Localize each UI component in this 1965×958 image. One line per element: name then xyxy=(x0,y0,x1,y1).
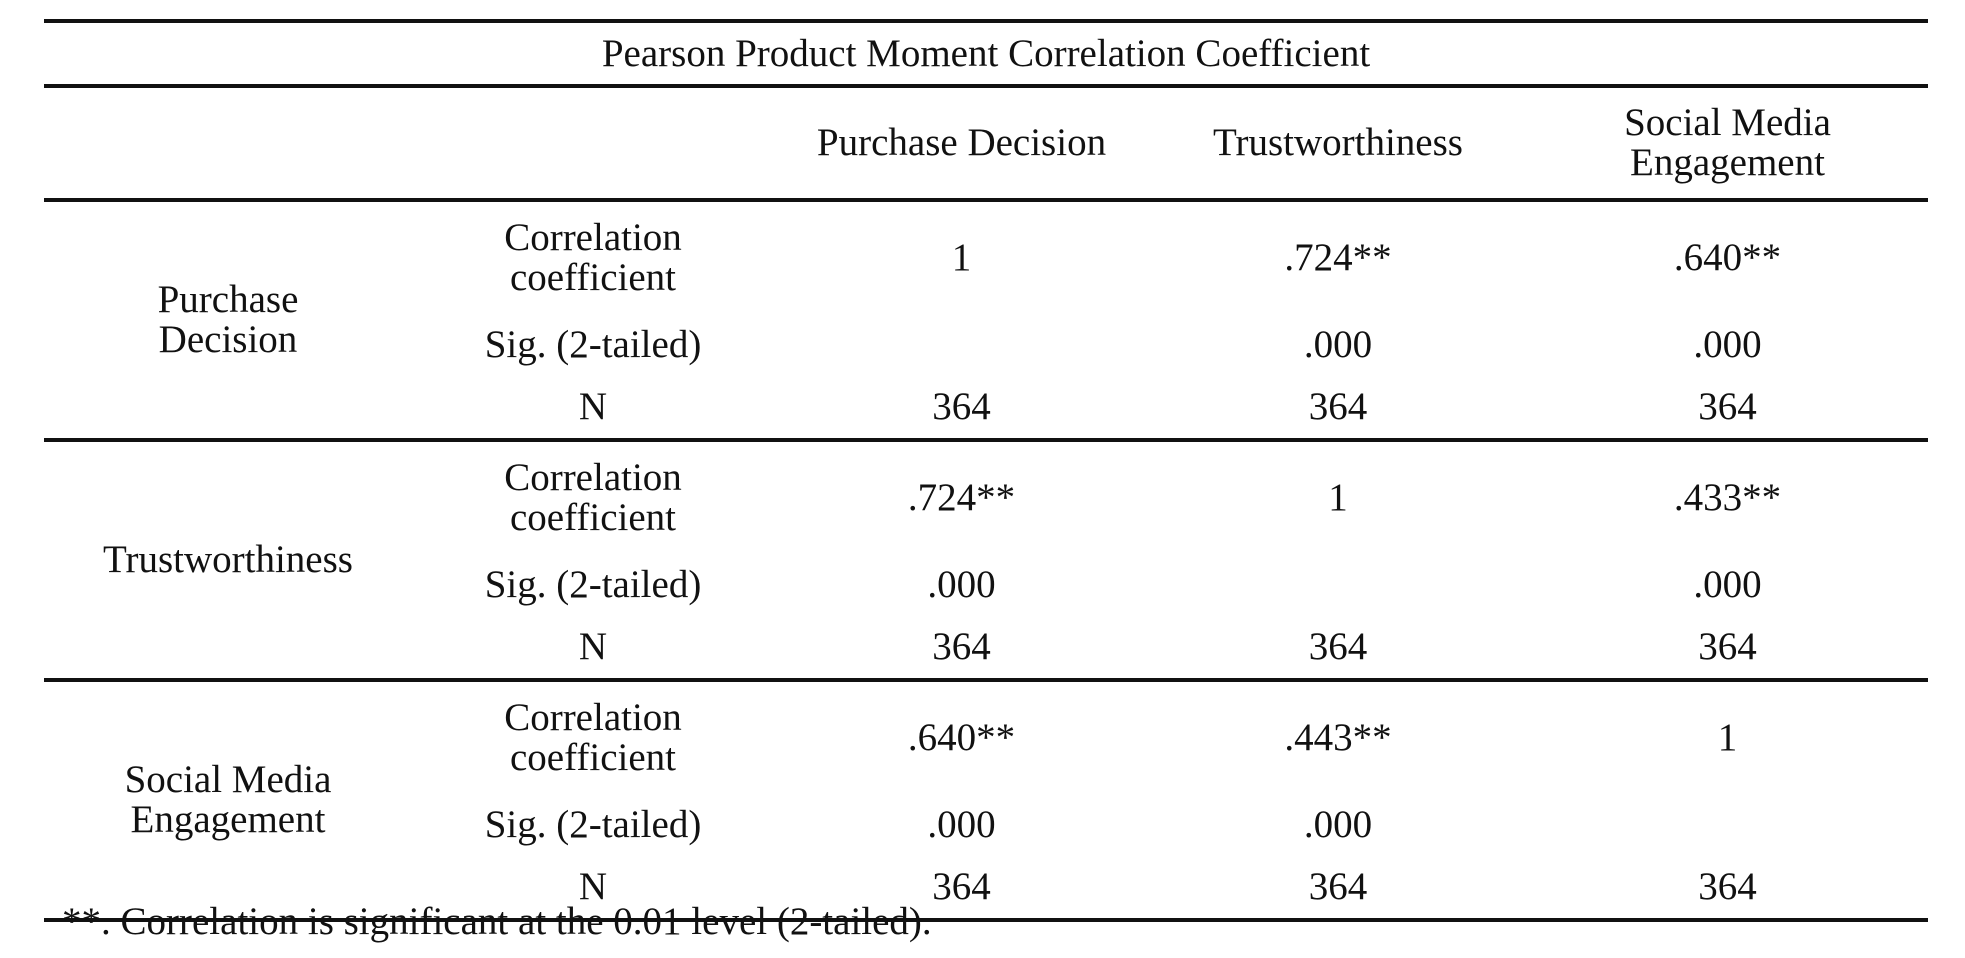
table-cell xyxy=(1527,794,1928,856)
column-header: Social Media Engagement xyxy=(1527,86,1929,202)
table-cell: .000 xyxy=(1303,323,1373,366)
variable-line: Purchase xyxy=(157,278,299,321)
table-cell xyxy=(774,314,1149,376)
column-header: Purchase Decision xyxy=(774,86,1149,202)
table-title: Pearson Product Moment Correlation Coeff… xyxy=(44,19,1929,88)
table-cell: 364 xyxy=(1149,376,1527,442)
statistic-label: N xyxy=(412,616,774,682)
table-cell: .433** xyxy=(1673,476,1782,519)
table-cell: .000 xyxy=(1693,323,1762,366)
table-cell: 364 xyxy=(1527,856,1929,922)
table-cell: .000 xyxy=(927,803,996,846)
statistic-label: N xyxy=(412,856,774,922)
statistic-label: Correlation coefficient xyxy=(412,200,774,314)
table-cell: .443** xyxy=(1284,716,1392,759)
row-variable: Social Media Engagement xyxy=(44,680,412,922)
table-row: Trustworthiness Correlation coefficient … xyxy=(44,440,1928,682)
table-cell: .000 xyxy=(1303,803,1373,846)
table-row: N 364 364 364 xyxy=(44,376,1929,442)
table-cell: 364 xyxy=(774,856,1149,922)
table-cell: 1 xyxy=(1328,476,1348,519)
table-row: N 364 364 364 xyxy=(44,616,1929,682)
stat-line: coefficient xyxy=(509,496,677,539)
table-cell: .640** xyxy=(907,716,1016,759)
table-cell: 1 xyxy=(951,236,972,279)
statistic-label: N xyxy=(412,376,774,442)
statistic-label: Sig. (2-tailed) xyxy=(484,803,702,846)
variable-line: Social Media xyxy=(124,758,332,801)
header-line: Trustworthiness xyxy=(1213,121,1463,164)
table-row: Sig. (2-tailed) .000 .000 xyxy=(44,314,1928,376)
header-line: Social Media xyxy=(1624,101,1831,144)
table-cell: .640** xyxy=(1673,236,1782,279)
correlation-table: Pearson Product Moment Correlation Coeff… xyxy=(44,19,1929,922)
table-footnote: **. Correlation is significant at the 0.… xyxy=(62,900,932,943)
table-row: Sig. (2-tailed) .000 .000 xyxy=(44,794,1928,856)
stat-line: coefficient xyxy=(509,736,677,779)
correlation-table-container: Pearson Product Moment Correlation Coeff… xyxy=(44,19,1929,922)
table-cell: .000 xyxy=(1693,563,1762,606)
table-cell: 364 xyxy=(1149,856,1527,922)
table-cell: 364 xyxy=(1527,376,1929,442)
stat-line: coefficient xyxy=(509,256,677,299)
column-header-row: Purchase Decision Trustworthiness Social… xyxy=(44,86,1929,202)
table-cell: .724** xyxy=(907,476,1016,519)
stat-line: Correlation xyxy=(504,696,682,739)
table-cell: 364 xyxy=(774,376,1149,442)
table-row: Sig. (2-tailed) .000 .000 xyxy=(44,554,1928,616)
variable-line: Trustworthiness xyxy=(103,538,353,581)
table-cell: .724** xyxy=(1284,236,1392,279)
statistic-label: Sig. (2-tailed) xyxy=(484,323,702,366)
variable-line: Engagement xyxy=(130,798,326,841)
header-line: Engagement xyxy=(1630,141,1825,184)
row-variable: Purchase Decision xyxy=(44,200,412,442)
statistic-label: Correlation coefficient xyxy=(412,440,774,554)
stat-line: Correlation xyxy=(504,216,682,259)
variable-line: Decision xyxy=(158,318,298,361)
row-variable: Trustworthiness xyxy=(44,440,412,682)
table-cell: 1 xyxy=(1717,716,1738,759)
statistic-label: Sig. (2-tailed) xyxy=(484,563,702,606)
table-cell: 364 xyxy=(1527,616,1929,682)
stat-line: Correlation xyxy=(504,456,682,499)
table-cell xyxy=(1149,554,1527,616)
column-header: Trustworthiness xyxy=(1149,86,1527,202)
header-line: Purchase Decision xyxy=(816,121,1107,164)
header-blank-variable xyxy=(44,86,412,202)
table-row: N 364 364 364 xyxy=(44,856,1929,922)
statistic-label: Correlation coefficient xyxy=(412,680,774,794)
table-cell: 364 xyxy=(1149,616,1527,682)
header-blank-statistic xyxy=(412,86,774,202)
table-row: Social Media Engagement Correlation coef… xyxy=(44,680,1928,922)
table-row: Purchase Decision Correlation coefficien… xyxy=(44,200,1928,442)
table-cell: 364 xyxy=(774,616,1149,682)
table-cell: .000 xyxy=(927,563,996,606)
